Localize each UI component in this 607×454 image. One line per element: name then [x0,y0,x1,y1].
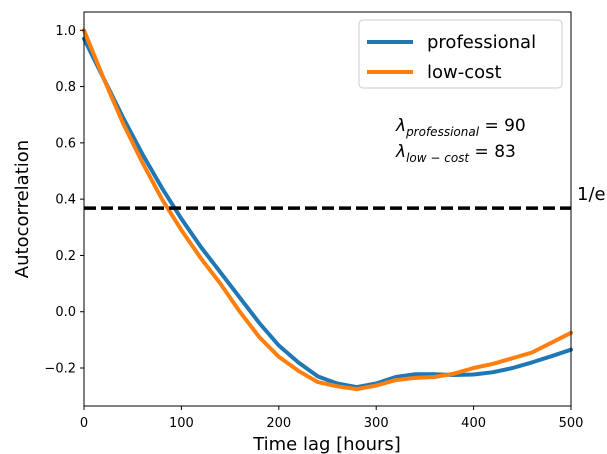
x-axis-ticks: 0 100 200 300 400 500 [80,406,584,431]
lambda-low-cost-annotation: λlow − cost = 83 [395,142,516,165]
x-axis-title: Time lag [hours] [252,434,401,454]
lambda-professional-annotation: λprofessional = 90 [395,116,526,139]
x-tick-label: 200 [266,416,291,431]
reference-line-label: 1/e [577,184,606,205]
x-tick-label: 100 [169,416,194,431]
y-tick-label: 0.0 [55,305,76,320]
y-tick-label: 0.4 [55,193,76,208]
legend: professional low-cost [358,19,563,89]
legend-label-professional: professional [427,32,536,53]
lambda-subscript: low − cost [406,151,470,165]
lambda-symbol: λ [395,142,406,162]
lambda-annotations: λprofessional = 90 λlow − cost = 83 [395,116,526,165]
x-tick-label: 300 [364,416,389,431]
y-tick-label: 0.2 [55,249,76,264]
lambda-subscript: professional [405,125,480,139]
lambda-value: = 83 [469,142,516,162]
y-tick-label: −0.2 [44,362,76,377]
x-tick-label: 400 [461,416,486,431]
y-axis-title: Autocorrelation [12,140,33,278]
legend-label-low-cost: low-cost [427,62,502,83]
series-line-professional [82,36,573,390]
y-tick-label: 1.0 [55,24,76,39]
series-lines [82,28,573,392]
lambda-symbol: λ [395,116,406,136]
lambda-value: = 90 [479,116,526,136]
x-tick-label: 500 [559,416,584,431]
y-axis-ticks: −0.2 0.0 0.2 0.4 0.6 0.8 1.0 [44,24,84,377]
x-tick-label: 0 [80,416,88,431]
plot-frame [83,11,572,407]
y-tick-label: 0.8 [55,80,76,95]
y-tick-label: 0.6 [55,136,76,151]
series-line-low-cost [82,28,573,392]
